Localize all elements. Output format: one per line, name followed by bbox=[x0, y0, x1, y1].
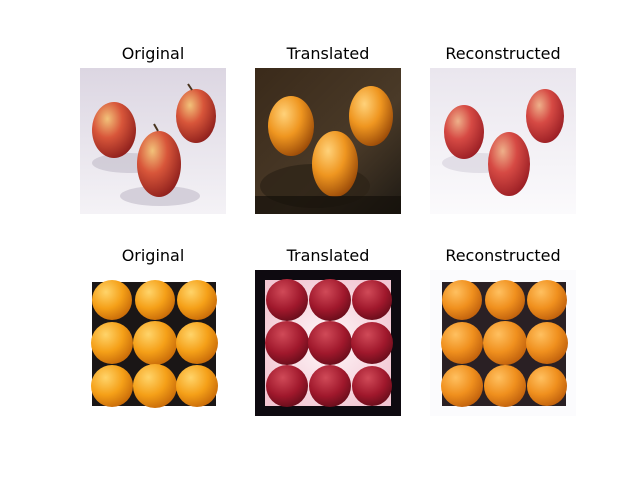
apple-reconstructed-photo bbox=[430, 68, 576, 214]
apple-to-orange-photo bbox=[255, 68, 401, 214]
panel-title: Reconstructed bbox=[445, 246, 561, 265]
apple-photo bbox=[80, 68, 226, 214]
orange-reconstructed-photo bbox=[430, 270, 576, 416]
panel-title: Original bbox=[121, 246, 185, 265]
orange-to-apple-photo bbox=[255, 270, 401, 416]
panel-title: Reconstructed bbox=[445, 44, 561, 63]
panel-title: Translated bbox=[286, 246, 370, 265]
panel-title: Translated bbox=[286, 44, 370, 63]
orange-photo bbox=[80, 270, 226, 416]
panel-title: Original bbox=[121, 44, 185, 63]
